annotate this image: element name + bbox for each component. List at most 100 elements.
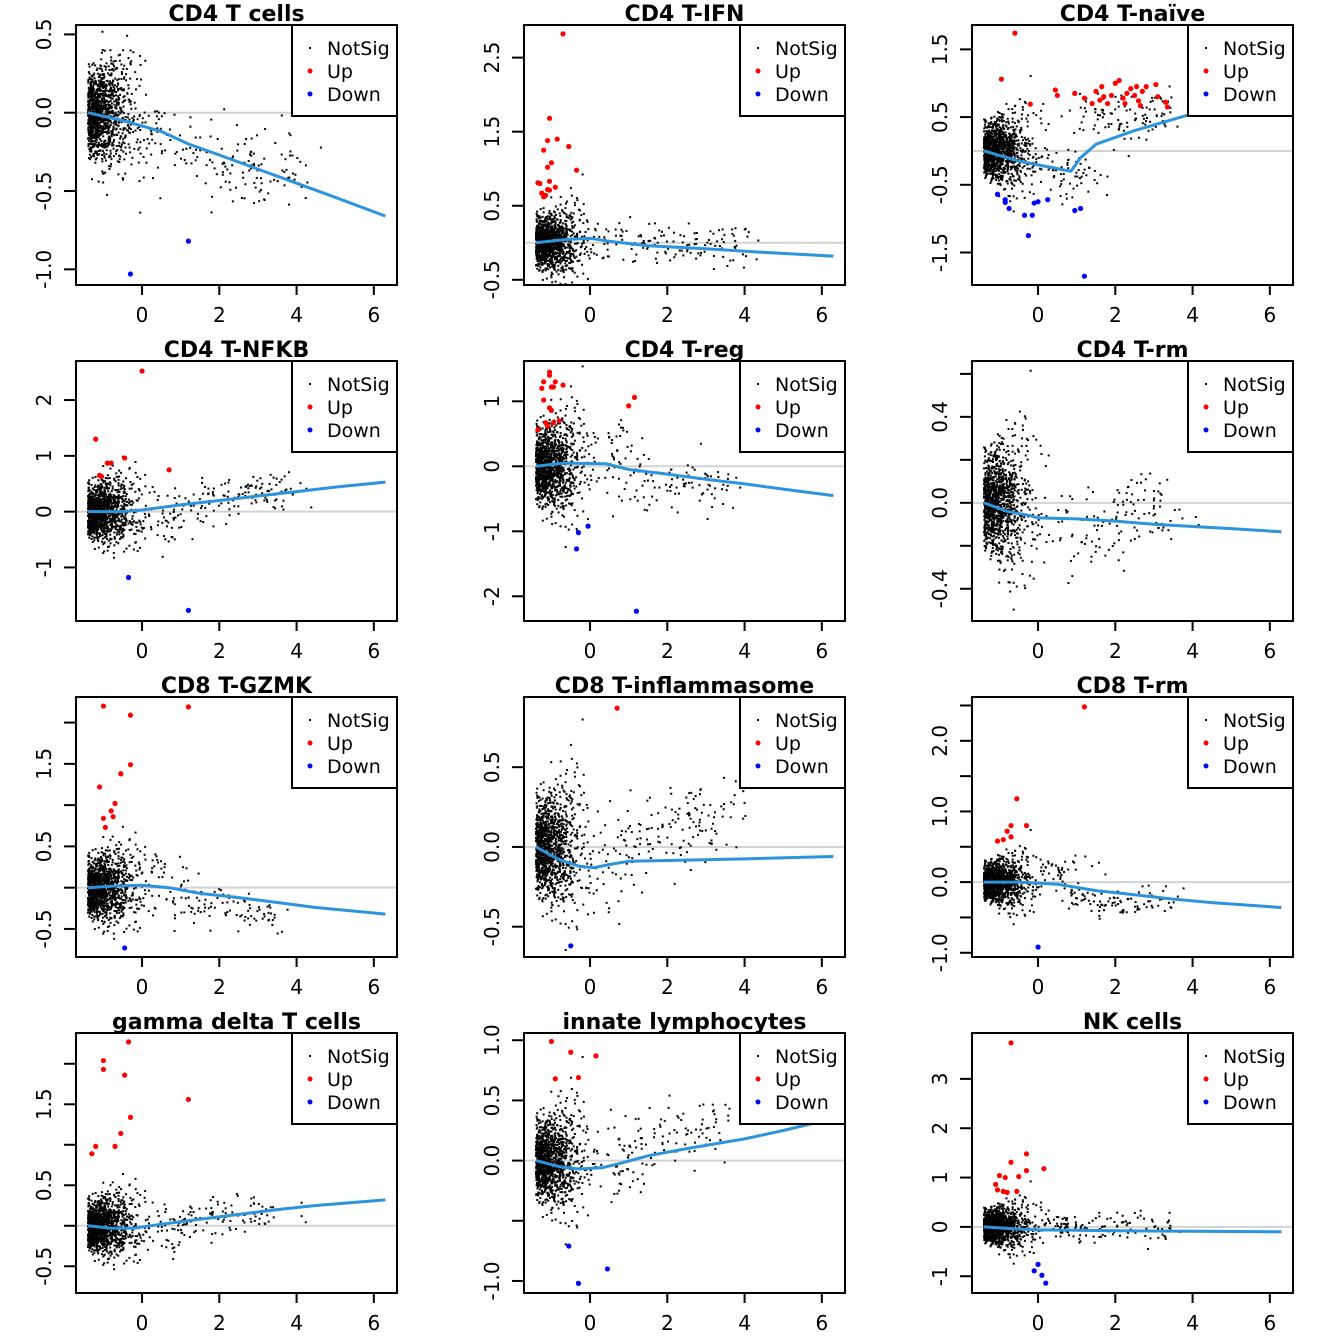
legend-down-marker bbox=[1203, 91, 1209, 97]
notsig-point bbox=[1006, 153, 1009, 156]
notsig-point bbox=[116, 148, 119, 151]
notsig-point bbox=[93, 77, 96, 80]
notsig-point bbox=[564, 202, 567, 205]
notsig-point bbox=[545, 215, 548, 218]
notsig-point bbox=[204, 182, 207, 185]
notsig-point bbox=[1006, 170, 1009, 173]
notsig-point bbox=[95, 157, 98, 160]
notsig-point bbox=[1046, 148, 1049, 151]
notsig-point bbox=[664, 250, 667, 253]
notsig-point bbox=[90, 107, 93, 110]
notsig-point bbox=[93, 92, 96, 95]
notsig-point bbox=[155, 115, 158, 118]
notsig-point bbox=[115, 105, 118, 108]
notsig-point bbox=[87, 145, 90, 148]
notsig-point bbox=[1011, 108, 1014, 111]
notsig-point bbox=[154, 142, 157, 145]
notsig-point bbox=[575, 242, 578, 245]
notsig-point bbox=[173, 113, 176, 116]
notsig-point bbox=[1130, 95, 1133, 98]
notsig-point bbox=[543, 235, 546, 238]
notsig-point bbox=[112, 147, 115, 150]
notsig-point bbox=[100, 129, 103, 132]
notsig-point bbox=[1126, 121, 1129, 124]
notsig-point bbox=[1016, 171, 1019, 174]
notsig-point bbox=[538, 248, 541, 251]
notsig-point bbox=[1015, 197, 1018, 200]
notsig-point bbox=[1068, 109, 1071, 112]
notsig-point bbox=[605, 228, 608, 231]
notsig-point bbox=[94, 121, 97, 124]
notsig-point bbox=[581, 173, 584, 176]
notsig-point bbox=[997, 179, 1000, 182]
notsig-point bbox=[549, 222, 552, 225]
notsig-point bbox=[990, 136, 993, 139]
notsig-point bbox=[568, 261, 571, 264]
notsig-point bbox=[561, 222, 564, 225]
notsig-point bbox=[91, 98, 94, 101]
notsig-point bbox=[92, 102, 95, 105]
notsig-point bbox=[998, 132, 1001, 135]
notsig-point bbox=[996, 139, 999, 142]
notsig-point bbox=[139, 54, 142, 57]
notsig-point bbox=[143, 111, 146, 114]
notsig-point bbox=[126, 116, 129, 119]
notsig-point bbox=[998, 116, 1001, 119]
notsig-point bbox=[107, 487, 110, 490]
notsig-point bbox=[1005, 139, 1008, 142]
notsig-point bbox=[995, 119, 998, 122]
notsig-point bbox=[110, 121, 113, 124]
notsig-point bbox=[983, 171, 986, 174]
notsig-point bbox=[91, 78, 94, 81]
notsig-point bbox=[89, 138, 92, 141]
notsig-point bbox=[556, 241, 559, 244]
notsig-point bbox=[572, 212, 575, 215]
x-tick-label: 2 bbox=[213, 303, 226, 327]
notsig-point bbox=[549, 238, 552, 241]
notsig-point bbox=[1002, 132, 1005, 135]
notsig-point bbox=[95, 83, 98, 86]
notsig-point bbox=[263, 157, 266, 160]
notsig-point bbox=[115, 133, 118, 136]
notsig-point bbox=[983, 162, 986, 165]
notsig-point bbox=[1074, 150, 1077, 153]
up-point bbox=[1137, 102, 1144, 109]
notsig-point bbox=[984, 121, 987, 124]
notsig-point bbox=[549, 262, 552, 265]
notsig-point bbox=[1003, 136, 1006, 139]
notsig-point bbox=[998, 157, 1001, 160]
notsig-point bbox=[1025, 117, 1028, 120]
notsig-point bbox=[998, 129, 1001, 132]
notsig-point bbox=[560, 243, 563, 246]
notsig-point bbox=[703, 250, 706, 253]
notsig-point bbox=[114, 123, 117, 126]
notsig-point bbox=[999, 167, 1002, 170]
notsig-point bbox=[91, 116, 94, 119]
notsig-point bbox=[122, 530, 125, 533]
notsig-point bbox=[561, 252, 564, 255]
notsig-point bbox=[101, 132, 104, 135]
notsig-point bbox=[1004, 131, 1007, 134]
notsig-point bbox=[566, 259, 569, 262]
panel-title: CD4 T-NFKB bbox=[164, 338, 310, 363]
notsig-point bbox=[99, 516, 102, 519]
notsig-point bbox=[139, 523, 142, 526]
notsig-point bbox=[550, 214, 553, 217]
notsig-point bbox=[107, 119, 110, 122]
notsig-points bbox=[534, 173, 760, 285]
notsig-point bbox=[712, 232, 715, 235]
notsig-point bbox=[109, 542, 112, 545]
notsig-point bbox=[116, 79, 119, 82]
notsig-point bbox=[679, 234, 682, 237]
notsig-point bbox=[113, 477, 116, 480]
notsig-point bbox=[101, 30, 104, 33]
notsig-point bbox=[1084, 110, 1087, 113]
notsig-point bbox=[102, 143, 105, 146]
legend-label: Down bbox=[775, 84, 829, 106]
notsig-point bbox=[1028, 153, 1031, 156]
notsig-point bbox=[88, 72, 91, 75]
notsig-point bbox=[114, 480, 117, 483]
notsig-point bbox=[144, 121, 147, 124]
notsig-point bbox=[563, 254, 566, 257]
notsig-point bbox=[554, 280, 557, 283]
